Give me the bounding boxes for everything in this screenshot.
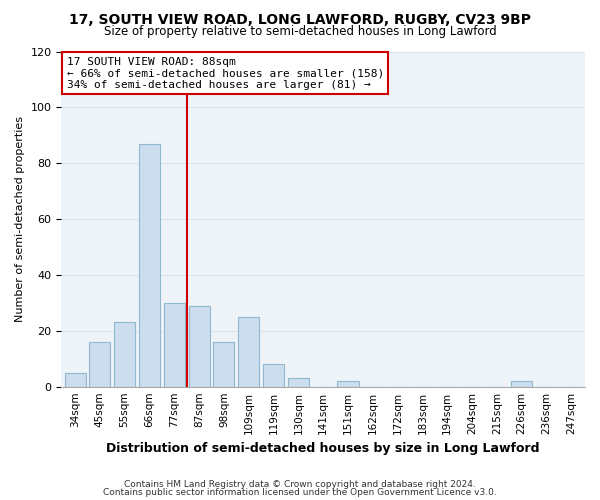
Bar <box>263 364 284 386</box>
Text: Size of property relative to semi-detached houses in Long Lawford: Size of property relative to semi-detach… <box>104 25 496 38</box>
Y-axis label: Number of semi-detached properties: Number of semi-detached properties <box>15 116 25 322</box>
Bar <box>238 317 259 386</box>
Bar <box>89 342 110 386</box>
Bar <box>337 381 359 386</box>
Bar <box>511 381 532 386</box>
X-axis label: Distribution of semi-detached houses by size in Long Lawford: Distribution of semi-detached houses by … <box>106 442 540 455</box>
Bar <box>188 306 209 386</box>
Text: 17 SOUTH VIEW ROAD: 88sqm
← 66% of semi-detached houses are smaller (158)
34% of: 17 SOUTH VIEW ROAD: 88sqm ← 66% of semi-… <box>67 56 384 90</box>
Text: Contains HM Land Registry data © Crown copyright and database right 2024.: Contains HM Land Registry data © Crown c… <box>124 480 476 489</box>
Bar <box>214 342 235 386</box>
Bar <box>164 303 185 386</box>
Text: Contains public sector information licensed under the Open Government Licence v3: Contains public sector information licen… <box>103 488 497 497</box>
Bar <box>139 144 160 386</box>
Bar <box>288 378 309 386</box>
Bar <box>114 322 135 386</box>
Text: 17, SOUTH VIEW ROAD, LONG LAWFORD, RUGBY, CV23 9BP: 17, SOUTH VIEW ROAD, LONG LAWFORD, RUGBY… <box>69 12 531 26</box>
Bar <box>65 372 86 386</box>
